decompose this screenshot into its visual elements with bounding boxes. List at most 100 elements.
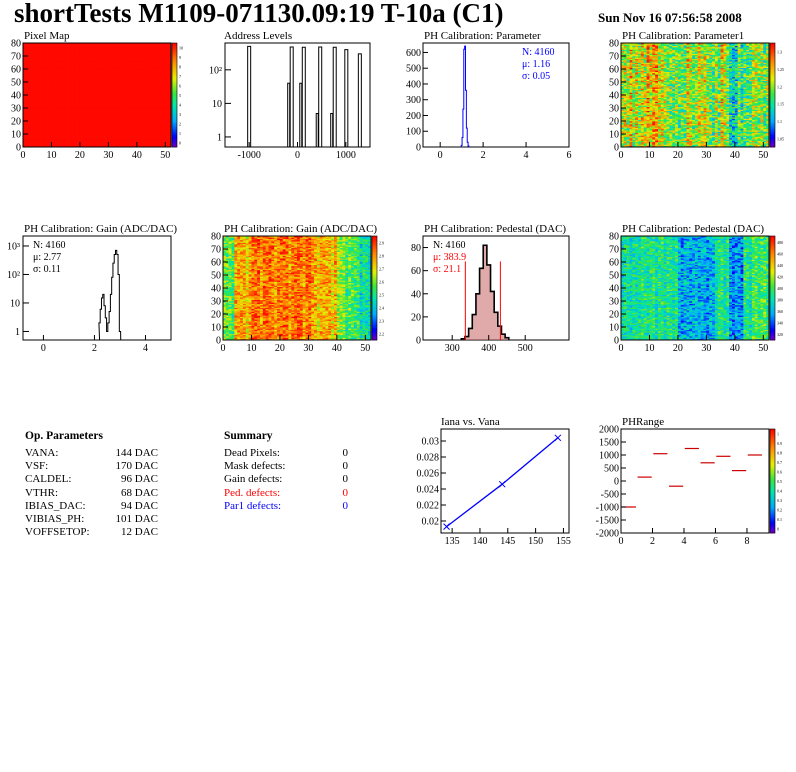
x-tick-label: 500 bbox=[518, 343, 533, 354]
main-title: shortTests M1109-071130.09:19 T-10a (C1) bbox=[14, 0, 504, 28]
x-tick-label: 40 bbox=[730, 343, 740, 354]
ph-param1-heatmap bbox=[621, 43, 770, 148]
y-tick-label: 10 bbox=[212, 99, 222, 110]
y-tick-label: 1000 bbox=[599, 451, 619, 462]
pixel-map-colorbar-frame bbox=[171, 42, 178, 148]
y-tick-label: 30 bbox=[609, 104, 619, 115]
x-tick-label: 2 bbox=[92, 343, 97, 354]
address-side-peak bbox=[299, 82, 303, 147]
colorbar-tick-label: 420 bbox=[777, 274, 783, 279]
x-tick-label: 50 bbox=[758, 150, 768, 161]
y-tick-label: 30 bbox=[211, 297, 221, 308]
x-tick-label: 40 bbox=[332, 343, 342, 354]
y-tick-label: 40 bbox=[11, 91, 21, 102]
x-tick-label: 4 bbox=[681, 536, 686, 547]
summary-row: Ped. defects: 0 bbox=[224, 487, 354, 500]
x-tick-label: 10 bbox=[644, 343, 654, 354]
colorbar-tick-label: 2.7 bbox=[379, 267, 384, 272]
colorbar-tick-label: 5 bbox=[179, 93, 181, 98]
summary-name: Ped. defects: bbox=[224, 486, 281, 499]
x-tick-label: 4 bbox=[143, 343, 148, 354]
ped-map-colorbar-frame bbox=[769, 235, 776, 341]
y-tick-label: 10³ bbox=[7, 241, 20, 252]
y-tick-label: 20 bbox=[609, 117, 619, 128]
y-tick-label: 0 bbox=[16, 143, 21, 154]
colorbar-tick-label: 2.3 bbox=[379, 319, 384, 324]
op-param-value: 144 DAC bbox=[115, 447, 158, 459]
y-tick-label: 20 bbox=[411, 312, 421, 323]
iana-title: Iana vs. Vana bbox=[441, 416, 500, 428]
y-tick-label: 30 bbox=[609, 297, 619, 308]
gain-mu: μ: 2.77 bbox=[33, 252, 61, 263]
y-tick-label: 0 bbox=[216, 336, 221, 347]
y-tick-label: 30 bbox=[11, 104, 21, 115]
colorbar-tick-label: 1.15 bbox=[777, 102, 784, 107]
op-param-name: VOFFSETOP: bbox=[25, 526, 90, 539]
y-tick-label: 60 bbox=[609, 258, 619, 269]
y-tick-label: 60 bbox=[211, 258, 221, 269]
phrange-title: PHRange bbox=[622, 416, 665, 428]
summary-value: 0 bbox=[342, 499, 349, 512]
y-tick-label: 0.03 bbox=[422, 437, 440, 448]
y-tick-label: 50 bbox=[609, 78, 619, 89]
ped-mu: μ: 383.9 bbox=[433, 252, 466, 263]
op-param-row: VOFFSETOP: 12 DAC bbox=[25, 526, 165, 539]
y-tick-label: 60 bbox=[411, 266, 421, 277]
address-peak bbox=[318, 46, 323, 147]
iana-fit-line bbox=[446, 437, 559, 528]
op-param-name: VANA: bbox=[25, 447, 59, 459]
y-tick-label: 0.02 bbox=[422, 517, 440, 528]
y-tick-label: 50 bbox=[609, 271, 619, 282]
y-tick-label: 300 bbox=[406, 95, 421, 106]
phrange-colorbar-frame bbox=[769, 428, 776, 534]
x-tick-label: 8 bbox=[744, 536, 749, 547]
ph-param1-colorbar-frame bbox=[769, 42, 776, 148]
gain-map-title: PH Calibration: Gain (ADC/DAC) bbox=[224, 223, 378, 235]
y-tick-label: 70 bbox=[11, 52, 21, 63]
y-tick-label: 70 bbox=[609, 245, 619, 256]
op-param-value: 68 DAC bbox=[121, 486, 158, 499]
colorbar-tick-label: 0 bbox=[777, 526, 779, 531]
colorbar-tick-label: 1 bbox=[777, 432, 779, 437]
y-tick-label: 20 bbox=[609, 310, 619, 321]
op-param-row: IBIAS_DAC: 94 DAC bbox=[25, 500, 165, 513]
address-side-peak bbox=[330, 112, 334, 147]
address-side-peak bbox=[315, 112, 319, 147]
summary-value: 0 bbox=[342, 473, 349, 486]
colorbar-tick-label: 2.8 bbox=[379, 254, 384, 259]
ped-map-colorbar bbox=[770, 236, 775, 341]
ped-histogram bbox=[460, 244, 510, 340]
y-tick-label: 40 bbox=[609, 91, 619, 102]
y-tick-label: 50 bbox=[211, 271, 221, 282]
gain-map-colorbar bbox=[372, 236, 377, 341]
y-tick-label: 80 bbox=[609, 232, 619, 243]
gain-map-heatmap bbox=[223, 236, 372, 341]
colorbar-tick-label: 4 bbox=[179, 102, 181, 107]
summary-row: Dead Pixels: 0 bbox=[224, 447, 354, 460]
colorbar-tick-label: 6 bbox=[179, 84, 181, 89]
iana-point bbox=[498, 480, 506, 488]
op-param-name: VSF: bbox=[25, 460, 49, 473]
y-tick-label: 1500 bbox=[599, 438, 619, 449]
op-param-row: CALDEL: 96 DAC bbox=[25, 473, 165, 486]
x-tick-label: 50 bbox=[160, 150, 170, 161]
y-tick-label: 10 bbox=[609, 323, 619, 334]
y-tick-label: 0 bbox=[614, 143, 619, 154]
y-tick-label: -2000 bbox=[596, 529, 619, 540]
y-tick-label: 0 bbox=[614, 336, 619, 347]
x-tick-label: 155 bbox=[556, 536, 571, 547]
x-tick-label: 20 bbox=[673, 343, 683, 354]
pixel-map-title: Pixel Map bbox=[24, 30, 70, 42]
ped-hist-title: PH Calibration: Pedestal (DAC) bbox=[424, 223, 567, 235]
x-tick-label: 400 bbox=[481, 343, 496, 354]
ph-param-n: N: 4160 bbox=[522, 47, 555, 58]
ph-param-title: PH Calibration: Parameter bbox=[424, 30, 541, 42]
colorbar-tick-label: 1.05 bbox=[777, 136, 784, 141]
gain-hist-title: PH Calibration: Gain (ADC/DAC) bbox=[24, 223, 178, 235]
colorbar-tick-label: 2 bbox=[179, 121, 181, 126]
op-param-row: VIBIAS_PH: 101 DAC bbox=[25, 513, 165, 526]
y-tick-label: 500 bbox=[604, 464, 619, 475]
iana-point bbox=[443, 523, 450, 530]
x-tick-label: 145 bbox=[500, 536, 515, 547]
x-tick-label: 0 bbox=[438, 150, 443, 161]
